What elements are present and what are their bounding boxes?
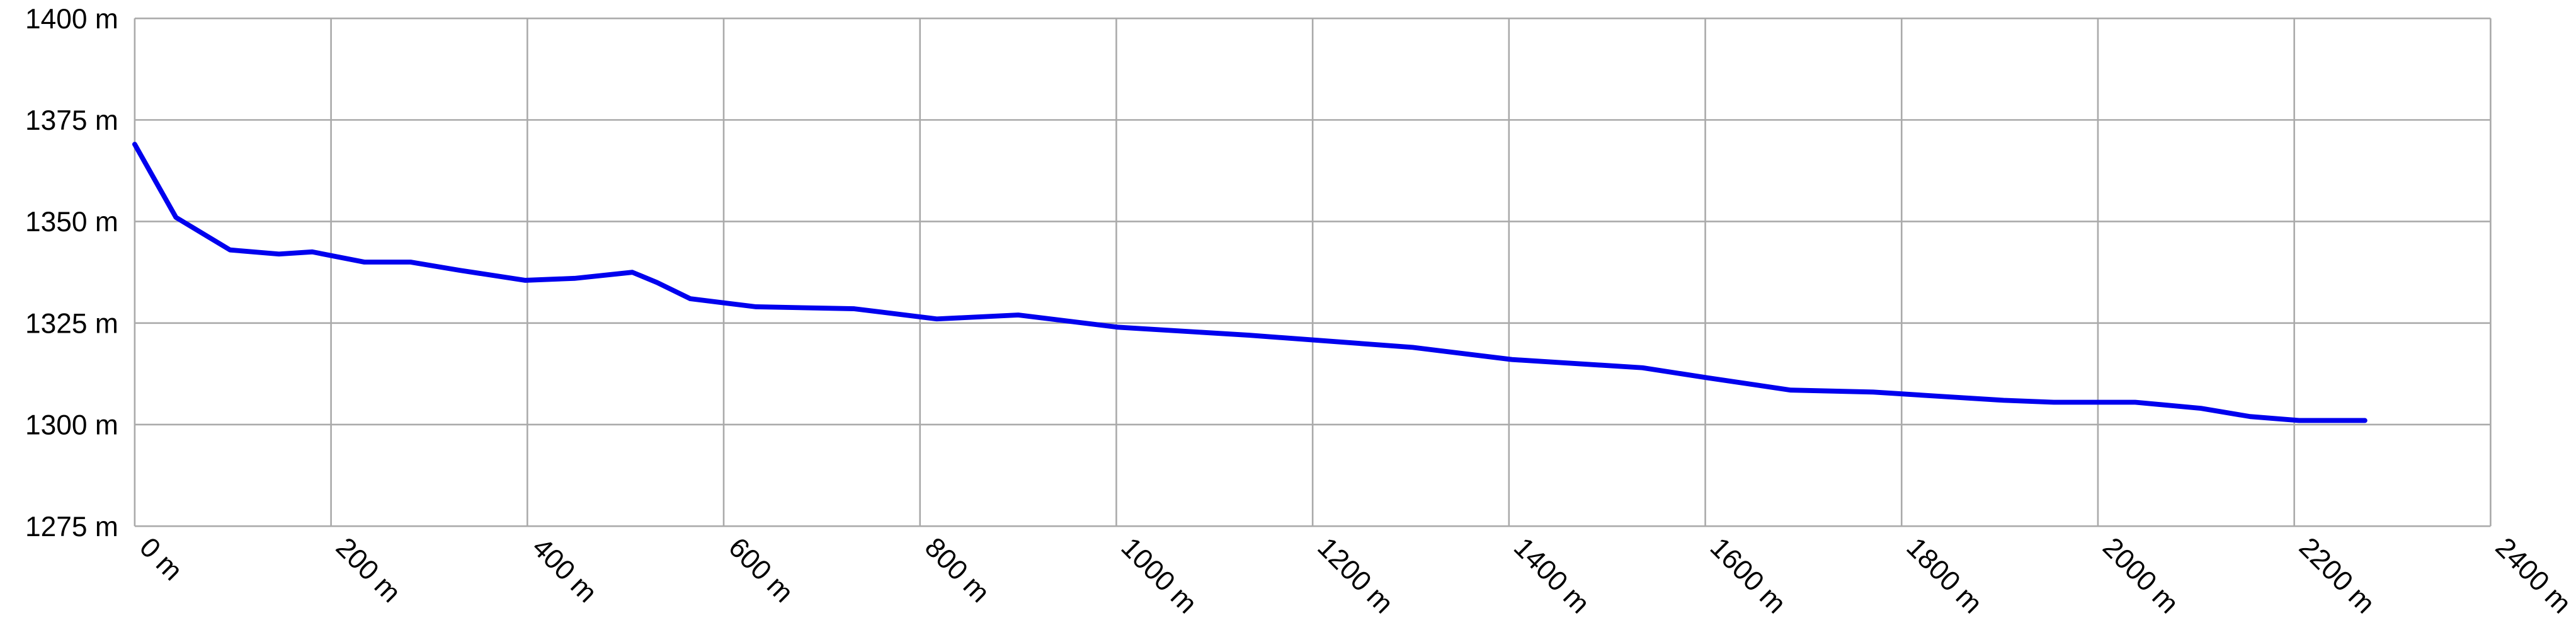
y-tick-label: 1375 m [25,105,118,136]
y-tick-label: 1325 m [25,308,118,339]
x-tick-label: 200 m [330,532,407,609]
x-tick-label: 2000 m [2097,532,2184,619]
x-tick-label: 1800 m [1900,532,1988,619]
x-tick-label: 2400 m [2490,532,2576,619]
x-tick-label: 0 m [134,532,188,587]
elevation-line [132,142,2368,423]
x-tick-label: 600 m [722,532,799,609]
x-tick-label: 1600 m [1704,532,1792,619]
x-tick-label: 1200 m [1311,532,1399,619]
y-tick-label: 1300 m [25,410,118,441]
x-tick-label: 800 m [919,532,996,609]
y-tick-label: 1350 m [25,207,118,238]
y-tick-label: 1400 m [25,4,118,35]
x-tick-label: 1000 m [1115,532,1203,619]
y-tick-label: 1275 m [25,512,118,542]
x-tick-label: 1400 m [1508,532,1595,619]
x-tick-label: 400 m [526,532,603,609]
x-tick-label: 2200 m [2293,532,2381,619]
